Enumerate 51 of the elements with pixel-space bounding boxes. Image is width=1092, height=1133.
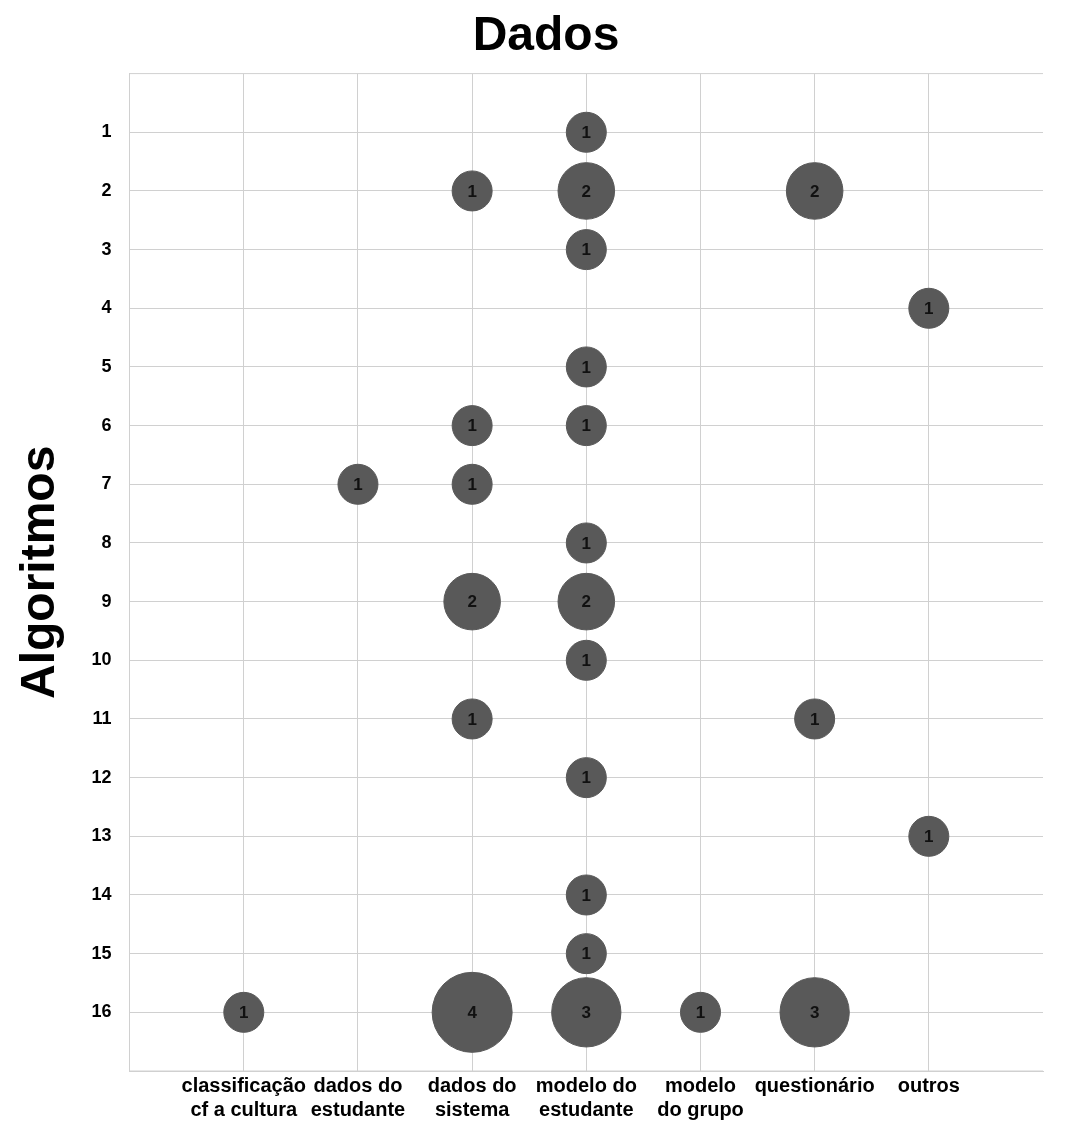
- data-label: 1: [924, 827, 934, 847]
- x-tick-label: dados do estudante: [310, 1073, 406, 1120]
- x-tick-label: modelo do estudante: [535, 1073, 637, 1120]
- data-label: 1: [581, 357, 592, 377]
- y-tick-label: 9: [101, 590, 112, 611]
- y-tick-label: 8: [101, 531, 112, 552]
- data-label: 3: [581, 1003, 592, 1023]
- x-tick-label: dados do sistema: [427, 1073, 517, 1120]
- data-label: 2: [467, 592, 477, 612]
- data-label: 1: [809, 709, 820, 729]
- x-tick-label: questionário: [754, 1073, 875, 1096]
- data-label: 2: [581, 181, 592, 201]
- y-tick-label: 7: [101, 473, 112, 494]
- data-label: 1: [353, 474, 363, 494]
- y-tick-label: 12: [91, 766, 112, 787]
- data-label: 1: [695, 1003, 706, 1023]
- data-label: 4: [467, 1003, 478, 1023]
- data-label: 1: [581, 885, 592, 905]
- x-tick-label: classificação cf a cultura: [181, 1073, 307, 1120]
- data-label: 1: [467, 416, 477, 436]
- y-tick-label: 14: [91, 883, 112, 904]
- data-label: 1: [467, 181, 477, 201]
- y-tick-label: 11: [92, 707, 112, 728]
- y-tick-label: 1: [101, 121, 112, 142]
- data-label: 1: [581, 533, 592, 553]
- y-tick-label: 16: [91, 1001, 112, 1022]
- data-label: 1: [239, 1003, 249, 1023]
- data-label: 1: [581, 122, 592, 142]
- chart-title: Dados: [472, 7, 620, 61]
- y-tick-label: 4: [101, 297, 112, 318]
- x-tick-label: outros: [897, 1073, 960, 1096]
- data-label: 2: [809, 181, 820, 201]
- data-label: 1: [581, 944, 592, 964]
- data-label: 2: [581, 592, 592, 612]
- data-label: 1: [581, 416, 592, 436]
- y-tick-label: 10: [91, 649, 112, 670]
- x-tick-label: modelo do grupo: [657, 1073, 744, 1120]
- y-tick-label: 3: [101, 238, 112, 259]
- data-label: 1: [581, 240, 592, 260]
- y-axis-title: Algoritmos: [11, 445, 65, 699]
- data-label: 1: [467, 474, 477, 494]
- data-label: 1: [581, 768, 592, 788]
- y-tick-label: 13: [91, 825, 112, 846]
- data-label: 1: [581, 650, 592, 670]
- y-tick-label: 2: [101, 179, 112, 200]
- y-tick-label: 15: [91, 942, 112, 963]
- data-label: 1: [467, 709, 477, 729]
- data-label: 3: [809, 1003, 820, 1023]
- data-label: 1: [924, 298, 934, 318]
- y-tick-label: 6: [101, 414, 112, 435]
- y-tick-label: 5: [101, 355, 112, 376]
